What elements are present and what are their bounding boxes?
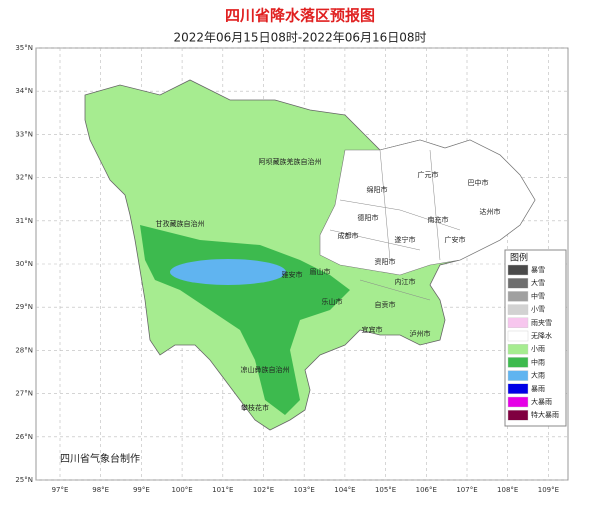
lat-label: 34°N — [15, 87, 33, 95]
lat-label: 31°N — [15, 217, 33, 225]
lon-label: 103°E — [294, 486, 315, 494]
lat-label: 28°N — [15, 346, 33, 354]
subtitle: 2022年06月15日08时-2022年06月16日08时 — [173, 31, 426, 45]
lon-label: 99°E — [133, 486, 150, 494]
legend-label: 大雪 — [531, 278, 545, 287]
place-label: 内江市 — [395, 277, 416, 286]
place-label: 南充市 — [428, 215, 449, 224]
lon-label: 105°E — [375, 486, 396, 494]
lat-label: 35°N — [15, 44, 33, 52]
legend-swatch — [507, 291, 529, 302]
lat-label: 26°N — [15, 433, 33, 441]
legend-swatch — [507, 330, 529, 342]
legend-label: 暴雪 — [531, 266, 545, 274]
place-label: 阿坝藏族羌族自治州 — [259, 157, 322, 166]
lat-label: 27°N — [15, 390, 33, 398]
legend-label: 大暴雨 — [531, 397, 552, 406]
place-label: 广元市 — [418, 170, 439, 179]
legend-label: 无降水 — [531, 331, 552, 340]
lat-label: 29°N — [15, 303, 33, 311]
legend-label: 特大暴雨 — [531, 410, 559, 419]
lon-label: 97°E — [52, 486, 69, 494]
lon-label: 100°E — [171, 486, 192, 494]
lat-label: 33°N — [15, 130, 33, 138]
legend-swatch — [507, 278, 529, 289]
lon-label: 106°E — [416, 486, 437, 494]
lon-label: 107°E — [456, 486, 477, 494]
legend-swatch — [507, 383, 529, 394]
legend-swatch — [507, 344, 529, 355]
legend-swatch — [507, 304, 529, 315]
legend-label: 小雨 — [531, 344, 545, 353]
title: 四川省降水落区预报图 — [225, 7, 375, 25]
lat-label: 25°N — [15, 476, 33, 484]
place-label: 宜宾市 — [362, 325, 383, 334]
no-precip-area — [319, 139, 536, 276]
border-lines — [329, 149, 461, 301]
place-label: 绵阳市 — [367, 185, 388, 194]
legend-swatch — [507, 264, 529, 276]
lon-label: 102°E — [253, 486, 274, 494]
legend-swatch — [507, 317, 529, 328]
legend-label: 大雨 — [531, 371, 545, 380]
county-borders — [329, 149, 461, 301]
heavy-rain-area — [170, 259, 286, 285]
lon-label: 104°E — [334, 486, 355, 494]
place-label: 成都市 — [338, 231, 359, 240]
lat-label: 32°N — [15, 174, 33, 182]
lon-label: 101°E — [212, 486, 233, 494]
place-label: 雅安市 — [282, 270, 303, 279]
legend-swatch — [507, 396, 529, 408]
legend-label: 雨夹雪 — [531, 318, 552, 327]
place-label: 资阳市 — [375, 257, 396, 266]
place-label: 德阳市 — [358, 213, 379, 222]
place-label: 甘孜藏族自治州 — [156, 219, 205, 228]
place-label: 乐山市 — [322, 297, 343, 306]
legend-swatch — [507, 357, 529, 368]
credit: 四川省气象台制作 — [60, 452, 140, 465]
legend-swatch — [507, 370, 529, 381]
place-label: 巴中市 — [468, 178, 489, 187]
legend-title: 图例 — [510, 252, 528, 264]
legend-label: 中雪 — [531, 291, 545, 300]
place-label: 达州市 — [480, 207, 501, 216]
place-label: 遂宁市 — [395, 235, 416, 244]
place-label: 凉山彝族自治州 — [241, 365, 290, 374]
lon-label: 109°E — [538, 486, 559, 494]
lon-label: 108°E — [497, 486, 518, 494]
place-label: 自贡市 — [375, 300, 396, 309]
place-label: 眉山市 — [310, 267, 331, 276]
place-label: 泸州市 — [410, 329, 431, 338]
legend-label: 小雪 — [531, 305, 545, 314]
lon-label: 98°E — [92, 486, 109, 494]
legend-swatch — [507, 410, 529, 421]
lat-label: 30°N — [15, 260, 33, 268]
place-label: 广安市 — [445, 235, 466, 244]
legend-label: 暴雨 — [531, 385, 545, 393]
place-label: 攀枝花市 — [241, 403, 269, 412]
legend-label: 中雨 — [531, 357, 545, 366]
